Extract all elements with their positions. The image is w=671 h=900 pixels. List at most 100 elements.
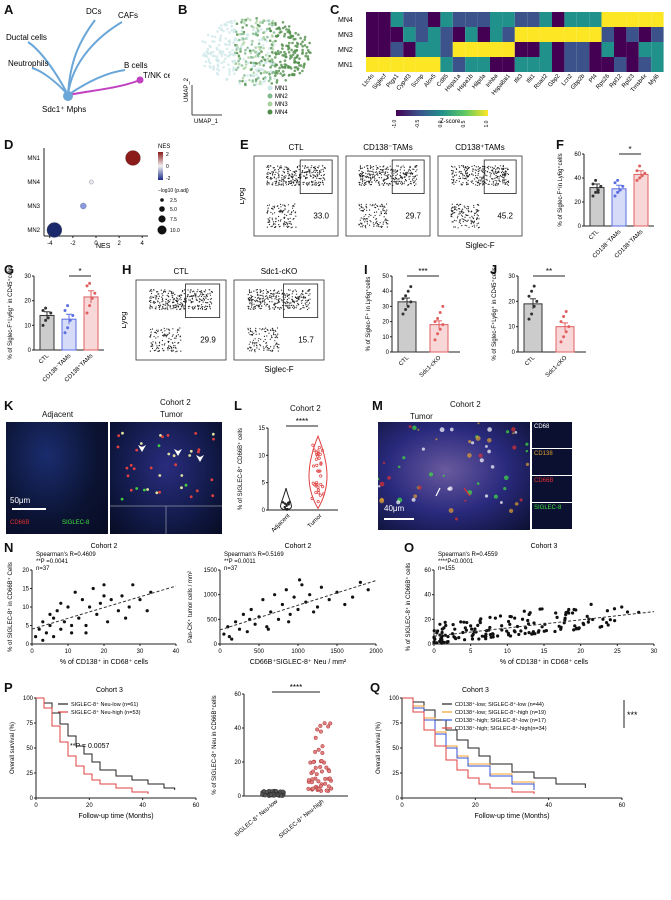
label-tnk: T/NK cells <box>143 71 170 80</box>
flow-event <box>164 343 166 345</box>
scatter-point <box>138 598 142 602</box>
flow-event <box>404 175 406 178</box>
flow-event <box>409 175 411 177</box>
k-cell <box>188 454 192 457</box>
flow-event <box>359 174 361 176</box>
flow-event <box>189 296 191 298</box>
heat-gene-label: Alox5 <box>423 73 438 89</box>
umap-cell <box>261 55 264 59</box>
flow-event <box>283 204 286 206</box>
scatter-xlabel: CD66B⁺SIGLEC-8⁺ Neu / mm² <box>250 659 347 666</box>
flow-event <box>272 293 274 296</box>
flow-event <box>322 184 324 186</box>
flow-event <box>467 214 469 216</box>
flow-event <box>163 290 165 292</box>
scatter-point <box>465 620 469 625</box>
heat-gene-label: Gbp2 <box>547 73 561 89</box>
flow-event <box>270 296 272 299</box>
flow-event <box>262 346 264 348</box>
scatter-point <box>520 617 525 621</box>
k-cell <box>117 434 121 437</box>
flow-event <box>387 175 389 178</box>
flow-event <box>294 296 297 299</box>
flow-event <box>388 174 390 176</box>
flow-event <box>360 178 362 180</box>
flow-event <box>367 176 369 178</box>
m-cell <box>412 425 417 431</box>
flow-event <box>249 297 251 299</box>
l-point <box>318 493 322 497</box>
umap-cell <box>231 68 235 72</box>
flow-event <box>376 179 378 181</box>
flow-event <box>458 208 460 210</box>
flow-event <box>161 331 163 333</box>
flow-event <box>160 289 162 291</box>
scatter-xtick-label: 10 <box>504 649 511 655</box>
flow-event <box>498 170 500 172</box>
bar-sig: *** <box>418 267 427 276</box>
flow-event <box>459 222 462 224</box>
umap-cell <box>261 44 265 47</box>
heat-cell <box>502 42 515 57</box>
flow-event <box>176 298 178 300</box>
flow-event <box>366 180 368 182</box>
flow-event <box>383 184 385 186</box>
flow-event <box>182 306 184 308</box>
flow-event <box>408 172 410 174</box>
umap-cell <box>251 32 255 36</box>
flow-event <box>481 177 483 179</box>
flow-event <box>252 308 254 310</box>
flow-event <box>169 299 171 301</box>
flow-event <box>296 179 298 181</box>
flow-event <box>277 172 279 174</box>
flow-event <box>468 167 470 169</box>
umap-cell <box>217 69 221 72</box>
flow-event <box>365 172 367 174</box>
scatter-point <box>445 640 449 644</box>
heat-cell <box>527 12 540 27</box>
heat-cell <box>452 12 466 27</box>
l-point <box>316 485 320 489</box>
flow-event <box>273 308 275 310</box>
umap-cell <box>257 67 261 70</box>
umap-cell <box>217 43 221 47</box>
bar-point <box>564 309 568 313</box>
umap-cell <box>250 39 253 43</box>
flow-event <box>271 183 273 185</box>
flow-event <box>303 295 305 297</box>
umap-cell <box>296 68 300 71</box>
umap-cell <box>274 74 277 77</box>
bar-point <box>643 171 647 175</box>
flow-event <box>251 333 253 336</box>
flow-event <box>279 308 281 310</box>
umap-cell <box>258 63 262 67</box>
m-cell <box>402 456 406 460</box>
flow-event <box>292 301 294 303</box>
flow-event <box>268 308 271 310</box>
flow-event <box>477 222 480 224</box>
umap-cell <box>201 54 205 57</box>
scatter-point <box>44 631 49 635</box>
flow-event <box>278 181 280 184</box>
flow-event <box>163 291 165 293</box>
umap-cell <box>238 79 242 83</box>
flow-event <box>471 181 473 183</box>
umap-cell <box>228 39 232 42</box>
flow-gate <box>483 159 517 194</box>
flow-event <box>258 296 260 298</box>
flow-event <box>309 298 311 300</box>
flow-event <box>471 221 473 223</box>
umap-cell <box>268 54 271 58</box>
flow-event <box>259 303 261 306</box>
umap-cell <box>275 79 279 82</box>
flow-event <box>302 305 304 307</box>
m-cell <box>487 438 492 443</box>
flow-event <box>278 343 280 346</box>
flow-event <box>275 184 277 186</box>
scatter-point <box>527 612 531 617</box>
umap-cell <box>259 46 263 49</box>
flow-event <box>459 166 461 168</box>
flow-event <box>320 169 322 171</box>
flow-event <box>289 289 291 291</box>
